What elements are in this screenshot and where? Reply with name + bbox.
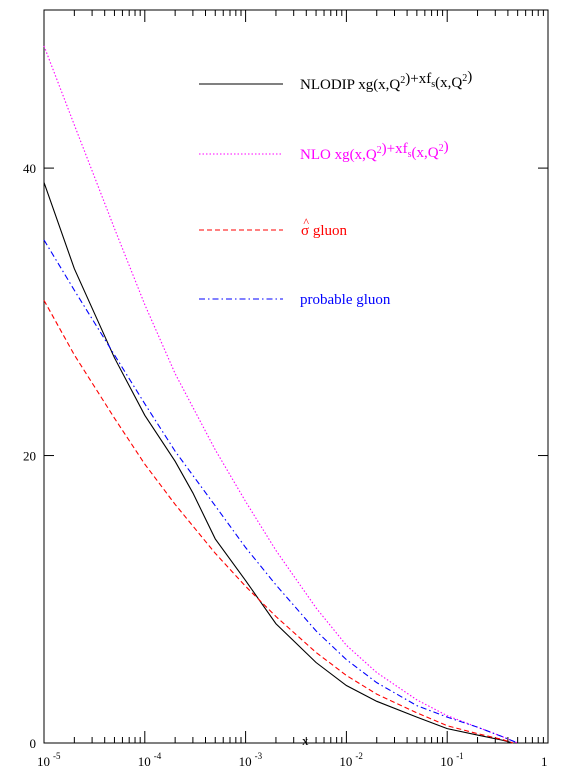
x-tick-label: 10 -5 — [37, 751, 61, 769]
y-tick-label: 20 — [23, 449, 36, 464]
y-tick-label: 40 — [23, 161, 36, 176]
legend-label-4: probable gluon — [300, 292, 391, 308]
x-axis-label: x — [302, 733, 309, 748]
legend-label-2: NLO xg(x,Q2)+xfs(x,Q2) — [300, 139, 449, 163]
series-line-1 — [43, 182, 514, 744]
plot-border — [43, 9, 549, 744]
y-tick-label: 0 — [30, 736, 37, 751]
x-tick-label: 10 -3 — [239, 751, 263, 769]
legend: NLODIP xg(x,Q2)+xfs(x,Q2) NLO xg(x,Q2)+xf… — [199, 69, 472, 308]
x-tick-label: 1 — [541, 754, 548, 769]
series-line-4 — [43, 239, 518, 744]
legend-label-1: NLODIP xg(x,Q2)+xfs(x,Q2) — [300, 69, 472, 93]
x-tick-label: 10 -1 — [440, 751, 464, 769]
x-tick-label: 10 -2 — [339, 751, 363, 769]
series-line-2 — [43, 45, 518, 744]
legend-label-3: ^ σ gluon — [301, 215, 348, 239]
series-line-3 — [43, 300, 514, 744]
series-layer — [43, 45, 518, 744]
minor-ticks — [73, 10, 544, 743]
plot-frame: 0 20 40 10 -5 10 -4 10 -3 10 -2 10 -1 1 — [23, 9, 549, 769]
x-tick-label: 10 -4 — [138, 751, 162, 769]
